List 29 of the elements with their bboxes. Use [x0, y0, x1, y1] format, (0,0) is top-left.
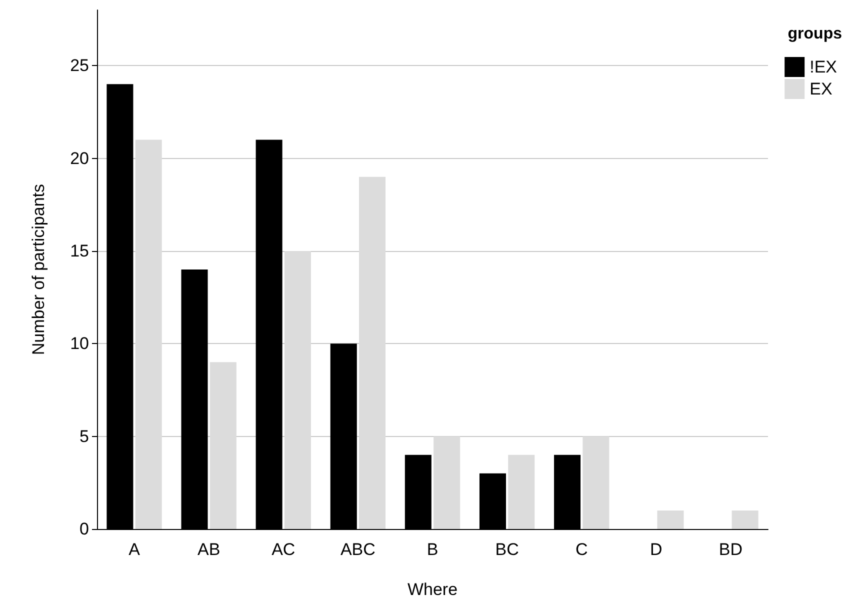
bar [434, 436, 460, 529]
y-tick-label: 25 [70, 56, 89, 76]
x-tick-label: D [650, 540, 662, 559]
legend-label: EX [810, 80, 832, 98]
y-tick-label: 0 [80, 520, 89, 538]
bar [582, 436, 610, 529]
y-tick-label: 20 [70, 148, 89, 168]
x-tick-label: AB [197, 540, 220, 559]
x-tick-label: AC [272, 540, 296, 559]
bar [732, 510, 758, 529]
y-tick-label: 10 [70, 334, 89, 354]
bar [508, 454, 535, 529]
x-tick-label: C [575, 540, 588, 559]
x-tick-label: A [128, 540, 141, 559]
y-tick-label: 5 [80, 426, 89, 446]
legend-title: groups [788, 26, 842, 42]
bar [657, 510, 684, 529]
x-tick-label: BC [495, 540, 519, 559]
bar [210, 362, 236, 529]
x-axis-title: Where [407, 580, 458, 599]
bar [359, 176, 386, 529]
x-tick-label: BD [718, 540, 743, 559]
bar [284, 250, 311, 529]
x-tick-label: ABC [340, 540, 376, 559]
y-axis-title: Number of participants [29, 184, 48, 356]
legend-label: !EX [810, 58, 838, 76]
y-tick-label: 15 [70, 241, 89, 260]
x-tick-label: B [426, 540, 438, 559]
bar [135, 140, 162, 529]
